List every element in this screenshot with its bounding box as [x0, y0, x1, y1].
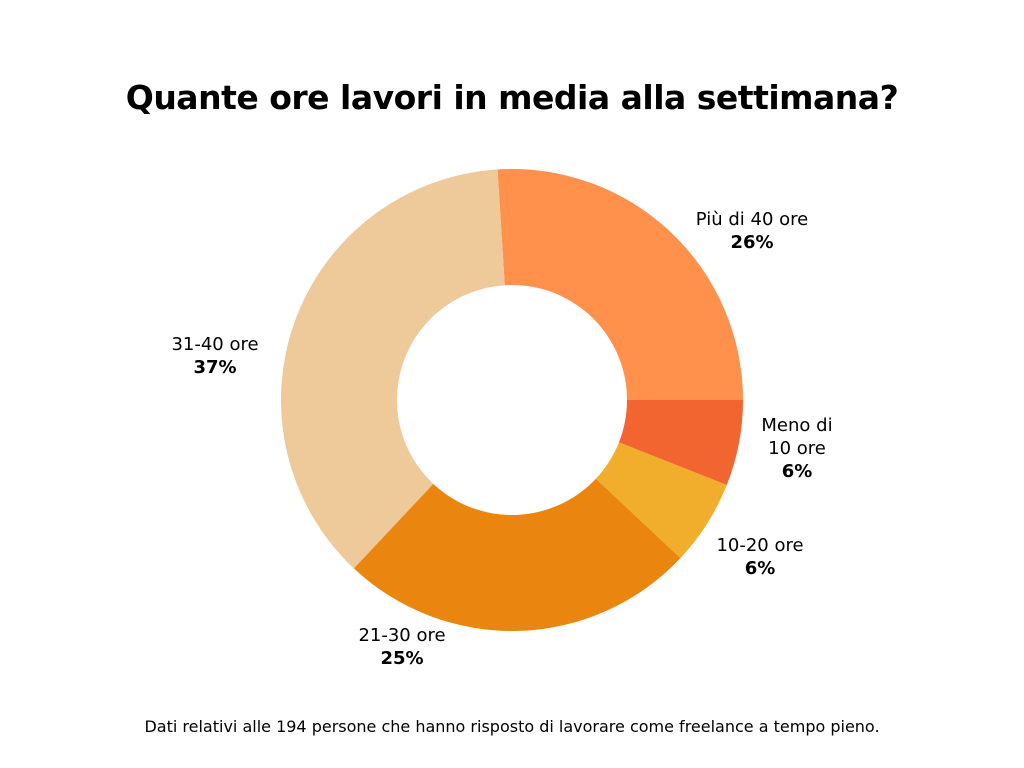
- category-label: 10-20 ore: [716, 535, 804, 556]
- slice-label: 10-20 ore 6%: [690, 534, 830, 580]
- donut-slice: [618, 400, 743, 486]
- category-label: Meno di 10 ore: [761, 415, 833, 459]
- value-label: 6%: [744, 558, 776, 579]
- category-label: Più di 40 ore: [695, 209, 809, 230]
- value-label: 26%: [730, 232, 774, 253]
- donut-slice: [353, 478, 681, 631]
- value-label: 25%: [380, 648, 424, 669]
- category-label: 31-40 ore: [171, 334, 259, 355]
- slice-label: 31-40 ore 37%: [145, 333, 285, 379]
- value-label: 37%: [193, 357, 237, 378]
- category-label: 21-30 ore: [358, 625, 446, 646]
- slice-label: 21-30 ore 25%: [332, 624, 472, 670]
- donut-slice: [497, 169, 743, 400]
- slice-label: Meno di 10 ore 6%: [757, 414, 837, 483]
- chart-title: Quante ore lavori in media alla settiman…: [125, 78, 899, 117]
- donut-slice: [281, 169, 505, 569]
- footnote: Dati relativi alle 194 persone che hanno…: [144, 717, 880, 736]
- donut-slice: [595, 442, 727, 559]
- slice-label: Più di 40 ore 26%: [682, 208, 822, 254]
- value-label: 6%: [781, 461, 813, 482]
